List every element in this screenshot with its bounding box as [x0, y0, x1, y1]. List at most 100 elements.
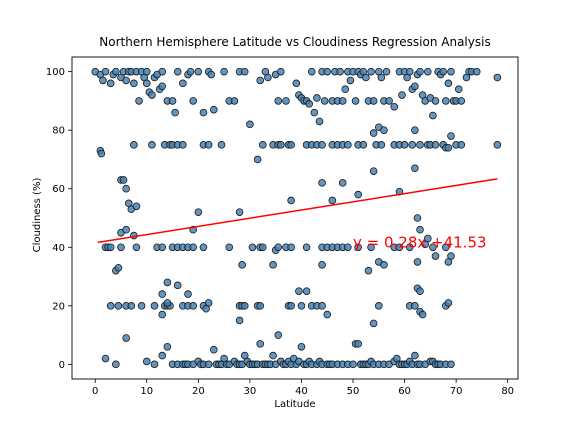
scatter-point	[209, 345, 218, 354]
scatter-point	[150, 360, 159, 369]
scatter-point	[302, 287, 311, 295]
scatter-point	[315, 117, 324, 126]
scatter-point	[101, 354, 110, 363]
scatter-point	[158, 82, 167, 91]
y-tick-label: 20	[52, 301, 65, 312]
scatter-point	[444, 258, 453, 266]
scatter-point	[158, 351, 167, 360]
scatter-point	[418, 310, 427, 319]
scatter-point	[380, 126, 388, 134]
scatter-point	[369, 97, 378, 105]
scatter-point	[493, 73, 502, 82]
scatter-point	[142, 67, 151, 76]
scatter-point	[405, 67, 414, 76]
scatter-point	[127, 302, 136, 310]
scatter-point	[122, 334, 130, 342]
scatter-point	[148, 141, 156, 149]
scatter-point	[173, 67, 182, 76]
scatter-point	[179, 79, 187, 88]
scatter-point	[220, 67, 228, 76]
scatter-points	[91, 67, 502, 369]
scatter-point	[256, 340, 265, 348]
scatter-point	[204, 141, 213, 149]
scatter-point	[346, 76, 355, 85]
x-tick-label: 20	[192, 386, 205, 397]
scatter-point	[235, 316, 244, 325]
scatter-point	[305, 100, 313, 108]
scatter-point	[413, 214, 422, 222]
scatter-point	[204, 360, 213, 369]
scatter-point	[97, 149, 106, 158]
scatter-point	[122, 76, 130, 85]
scatter-point	[297, 342, 306, 351]
scatter-point	[439, 67, 448, 76]
scatter-point	[199, 243, 208, 252]
scatter-point	[277, 141, 285, 149]
scatter-point	[142, 79, 151, 88]
axes-frame	[71, 56, 519, 380]
scatter-point	[194, 208, 203, 216]
scatter-point	[184, 290, 192, 298]
scatter-point	[238, 261, 246, 269]
scatter-point	[264, 73, 272, 82]
scatter-point	[416, 225, 424, 234]
scatter-point	[398, 91, 406, 99]
scatter-point	[173, 281, 182, 290]
scatter-point	[318, 302, 326, 310]
chart-title: Northern Hemisphere Latitude vs Cloudine…	[99, 35, 490, 49]
regression-equation: y = 0.28x +41.53	[353, 233, 487, 251]
scatter-point	[423, 234, 432, 243]
scatter-point	[209, 105, 218, 114]
scatter-point	[258, 141, 267, 149]
y-tick-label: 100	[46, 67, 65, 78]
scatter-point	[444, 79, 453, 88]
scatter-point	[405, 243, 414, 252]
scatter-point	[390, 102, 399, 111]
scatter-point	[318, 261, 326, 269]
scatter-point	[199, 108, 208, 117]
scatter-point	[429, 243, 437, 252]
scatter-point	[179, 141, 187, 149]
scatter-point	[287, 196, 295, 205]
scatter-point	[369, 129, 378, 137]
scatter-point	[130, 79, 138, 88]
scatter-point	[135, 97, 143, 105]
scatter-point	[287, 243, 295, 252]
scatter-point	[411, 302, 419, 310]
scatter-point	[130, 141, 138, 149]
scatter-point	[323, 67, 332, 76]
scatter-point	[119, 176, 128, 184]
scatter-point	[112, 67, 120, 76]
scatter-point	[472, 67, 481, 76]
scatter-point	[240, 302, 249, 310]
y-tick-label: 40	[52, 243, 65, 254]
scatter-point	[163, 299, 172, 307]
scatter-point	[369, 167, 378, 175]
x-tick-label: 30	[244, 386, 257, 397]
scatter-point	[323, 310, 332, 319]
scatter-point	[158, 67, 167, 76]
scatter-point	[132, 243, 141, 252]
x-tick-label: 70	[450, 386, 463, 397]
scatter-point	[354, 340, 362, 348]
scatter-point	[207, 70, 216, 79]
scatter-point	[158, 243, 167, 252]
x-tick-label: 40	[295, 386, 308, 397]
scatter-point	[158, 290, 167, 298]
scatter-point	[447, 360, 455, 369]
scatter-point	[377, 141, 386, 149]
scatter-point	[385, 97, 393, 105]
scatter-point	[411, 164, 419, 173]
x-tick-label: 0	[92, 386, 98, 397]
plot-area	[72, 57, 518, 379]
scatter-point	[137, 302, 146, 310]
scatter-point	[351, 97, 360, 105]
scatter-point	[225, 243, 234, 252]
axes: 0 10 20 30 40 50 60 70 80 0 20 40 60 80 100	[46, 56, 519, 397]
scatter-point	[411, 351, 419, 360]
scatter-point	[431, 141, 440, 149]
x-tick-label: 50	[347, 386, 360, 397]
scatter-point	[274, 331, 283, 339]
scatter-point	[217, 141, 226, 149]
